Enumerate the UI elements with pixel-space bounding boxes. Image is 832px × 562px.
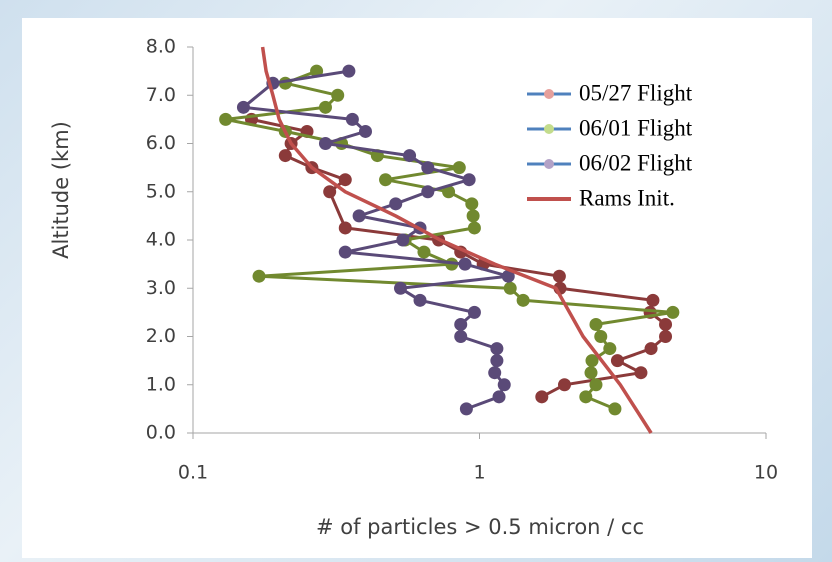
- point: [342, 64, 356, 78]
- point: [278, 149, 292, 163]
- point: [413, 293, 427, 307]
- point: [467, 221, 481, 235]
- point: [659, 330, 673, 343]
- point: [503, 281, 517, 295]
- legend-label: Rams Init.: [579, 185, 675, 210]
- y-tick-label: 3.0: [146, 277, 176, 299]
- legend-marker: [544, 124, 554, 134]
- point: [589, 317, 603, 331]
- legend-marker: [544, 159, 554, 169]
- point: [552, 269, 566, 283]
- point: [497, 378, 511, 392]
- legend-marker: [544, 89, 554, 99]
- point: [358, 124, 372, 138]
- legend-label: 06/01 Flight: [579, 115, 693, 140]
- point: [589, 378, 603, 392]
- point: [379, 173, 393, 187]
- point: [610, 354, 624, 368]
- point: [338, 245, 352, 259]
- point: [421, 185, 435, 199]
- x-tick-label: 1: [473, 462, 485, 484]
- point: [644, 342, 658, 356]
- point: [535, 390, 549, 404]
- y-tick-label: 1.0: [146, 373, 176, 395]
- point: [318, 137, 332, 150]
- y-tick-label: 4.0: [146, 229, 176, 251]
- point: [462, 173, 476, 187]
- point: [338, 221, 352, 235]
- y-tick-label: 0.0: [146, 422, 176, 444]
- point: [318, 100, 332, 114]
- point: [458, 257, 472, 271]
- point: [579, 390, 593, 404]
- point: [516, 293, 530, 307]
- point: [666, 305, 680, 319]
- point: [442, 185, 456, 199]
- y-tick-label: 7.0: [146, 84, 176, 106]
- point: [345, 112, 359, 126]
- y-tick-label: 8.0: [146, 36, 176, 58]
- point: [584, 366, 598, 380]
- point: [492, 390, 506, 404]
- series-line: [251, 117, 667, 399]
- x-axis-title: # of particles > 0.5 micron / cc: [316, 515, 644, 539]
- point: [403, 149, 417, 163]
- point: [634, 366, 648, 380]
- point: [467, 305, 481, 319]
- legend-label: 05/27 Flight: [579, 80, 693, 105]
- point: [252, 269, 266, 283]
- point: [452, 161, 466, 175]
- x-tick-label: 0.1: [178, 462, 208, 484]
- point: [331, 88, 345, 102]
- point: [323, 185, 337, 199]
- y-axis-title: Altitude (km): [49, 121, 73, 259]
- chart-area: [22, 18, 812, 558]
- curve: [260, 46, 653, 434]
- point: [585, 354, 599, 368]
- point: [389, 197, 403, 211]
- point: [421, 161, 435, 175]
- point: [488, 366, 502, 380]
- point: [219, 112, 233, 126]
- point: [454, 317, 468, 331]
- legend-label: 06/02 Flight: [579, 150, 693, 175]
- point: [490, 342, 504, 356]
- point: [459, 402, 473, 416]
- point: [417, 245, 431, 259]
- point: [465, 197, 479, 211]
- point: [466, 209, 480, 223]
- point: [594, 330, 608, 343]
- point: [608, 402, 622, 416]
- point: [394, 281, 408, 295]
- point: [603, 342, 617, 356]
- y-tick-label: 6.0: [146, 132, 176, 154]
- point: [659, 317, 673, 331]
- point: [557, 378, 571, 392]
- y-tick-label: 2.0: [146, 325, 176, 347]
- point: [454, 330, 468, 343]
- y-tick-label: 5.0: [146, 180, 176, 202]
- point: [646, 293, 660, 307]
- point: [396, 233, 410, 247]
- point: [338, 173, 352, 187]
- point: [501, 269, 515, 283]
- point: [236, 100, 250, 114]
- point: [490, 354, 504, 368]
- x-tick-label: 10: [754, 462, 778, 484]
- point: [352, 209, 366, 223]
